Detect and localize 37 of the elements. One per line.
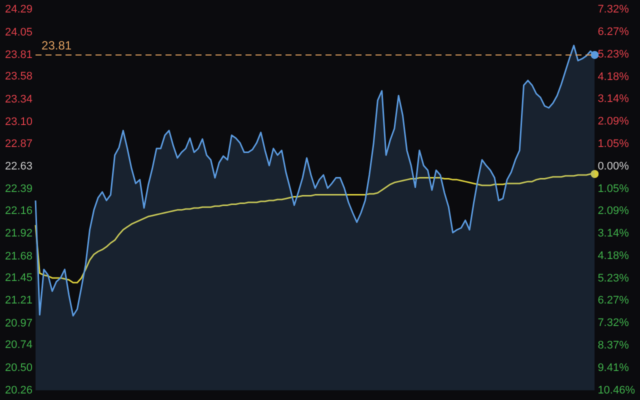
y2-tick-label: 9.41% bbox=[598, 362, 630, 374]
y2-tick-label: 10.46% bbox=[598, 384, 636, 396]
y-tick-label: 24.05 bbox=[4, 26, 33, 38]
y2-tick-label: 7.32% bbox=[598, 317, 630, 330]
y-tick-label: 22.87 bbox=[4, 138, 33, 150]
y2-tick-label: 2.09% bbox=[598, 205, 630, 218]
y-tick-label: 24.29 bbox=[4, 4, 33, 16]
y-tick-label: 21.68 bbox=[4, 250, 33, 262]
ref-line-label: 23.81 bbox=[42, 38, 72, 52]
y-tick-label: 23.58 bbox=[4, 70, 33, 83]
y-tick-label: 20.97 bbox=[4, 317, 33, 330]
y2-tick-label: 4.18% bbox=[598, 250, 630, 262]
y2-tick-label: 6.27% bbox=[598, 26, 630, 38]
y2-tick-label: 3.14% bbox=[598, 93, 630, 106]
y-tick-label: 23.34 bbox=[4, 93, 33, 106]
y2-tick-label: 3.14% bbox=[598, 228, 630, 240]
y2-tick-label: 5.23% bbox=[598, 48, 630, 60]
y-tick-label: 21.21 bbox=[4, 294, 33, 307]
y-tick-label: 20.26 bbox=[4, 384, 33, 396]
y-tick-label: 20.50 bbox=[4, 362, 33, 374]
y2-tick-label: 1.05% bbox=[598, 138, 630, 150]
y-tick-label: 22.63 bbox=[4, 160, 33, 172]
y2-tick-label: 0.00% bbox=[598, 160, 630, 172]
y-tick-label: 22.16 bbox=[4, 204, 33, 217]
y2-tick-label: 4.18% bbox=[598, 70, 630, 83]
y2-tick-label: 1.05% bbox=[598, 182, 630, 195]
y2-tick-label: 2.09% bbox=[598, 116, 630, 128]
y2-tick-label: 7.32% bbox=[598, 4, 630, 16]
y-tick-label: 23.10 bbox=[4, 116, 33, 128]
y2-tick-label: 5.23% bbox=[598, 272, 630, 284]
y-tick-label: 21.45 bbox=[4, 272, 33, 284]
y2-tick-label: 8.37% bbox=[598, 340, 630, 352]
y2-tick-label: 6.27% bbox=[598, 294, 630, 307]
y-tick-label: 20.74 bbox=[4, 339, 33, 352]
y-tick-label: 21.92 bbox=[4, 228, 33, 240]
y-tick-label: 23.81 bbox=[4, 48, 33, 61]
y-tick-label: 22.39 bbox=[4, 183, 33, 196]
